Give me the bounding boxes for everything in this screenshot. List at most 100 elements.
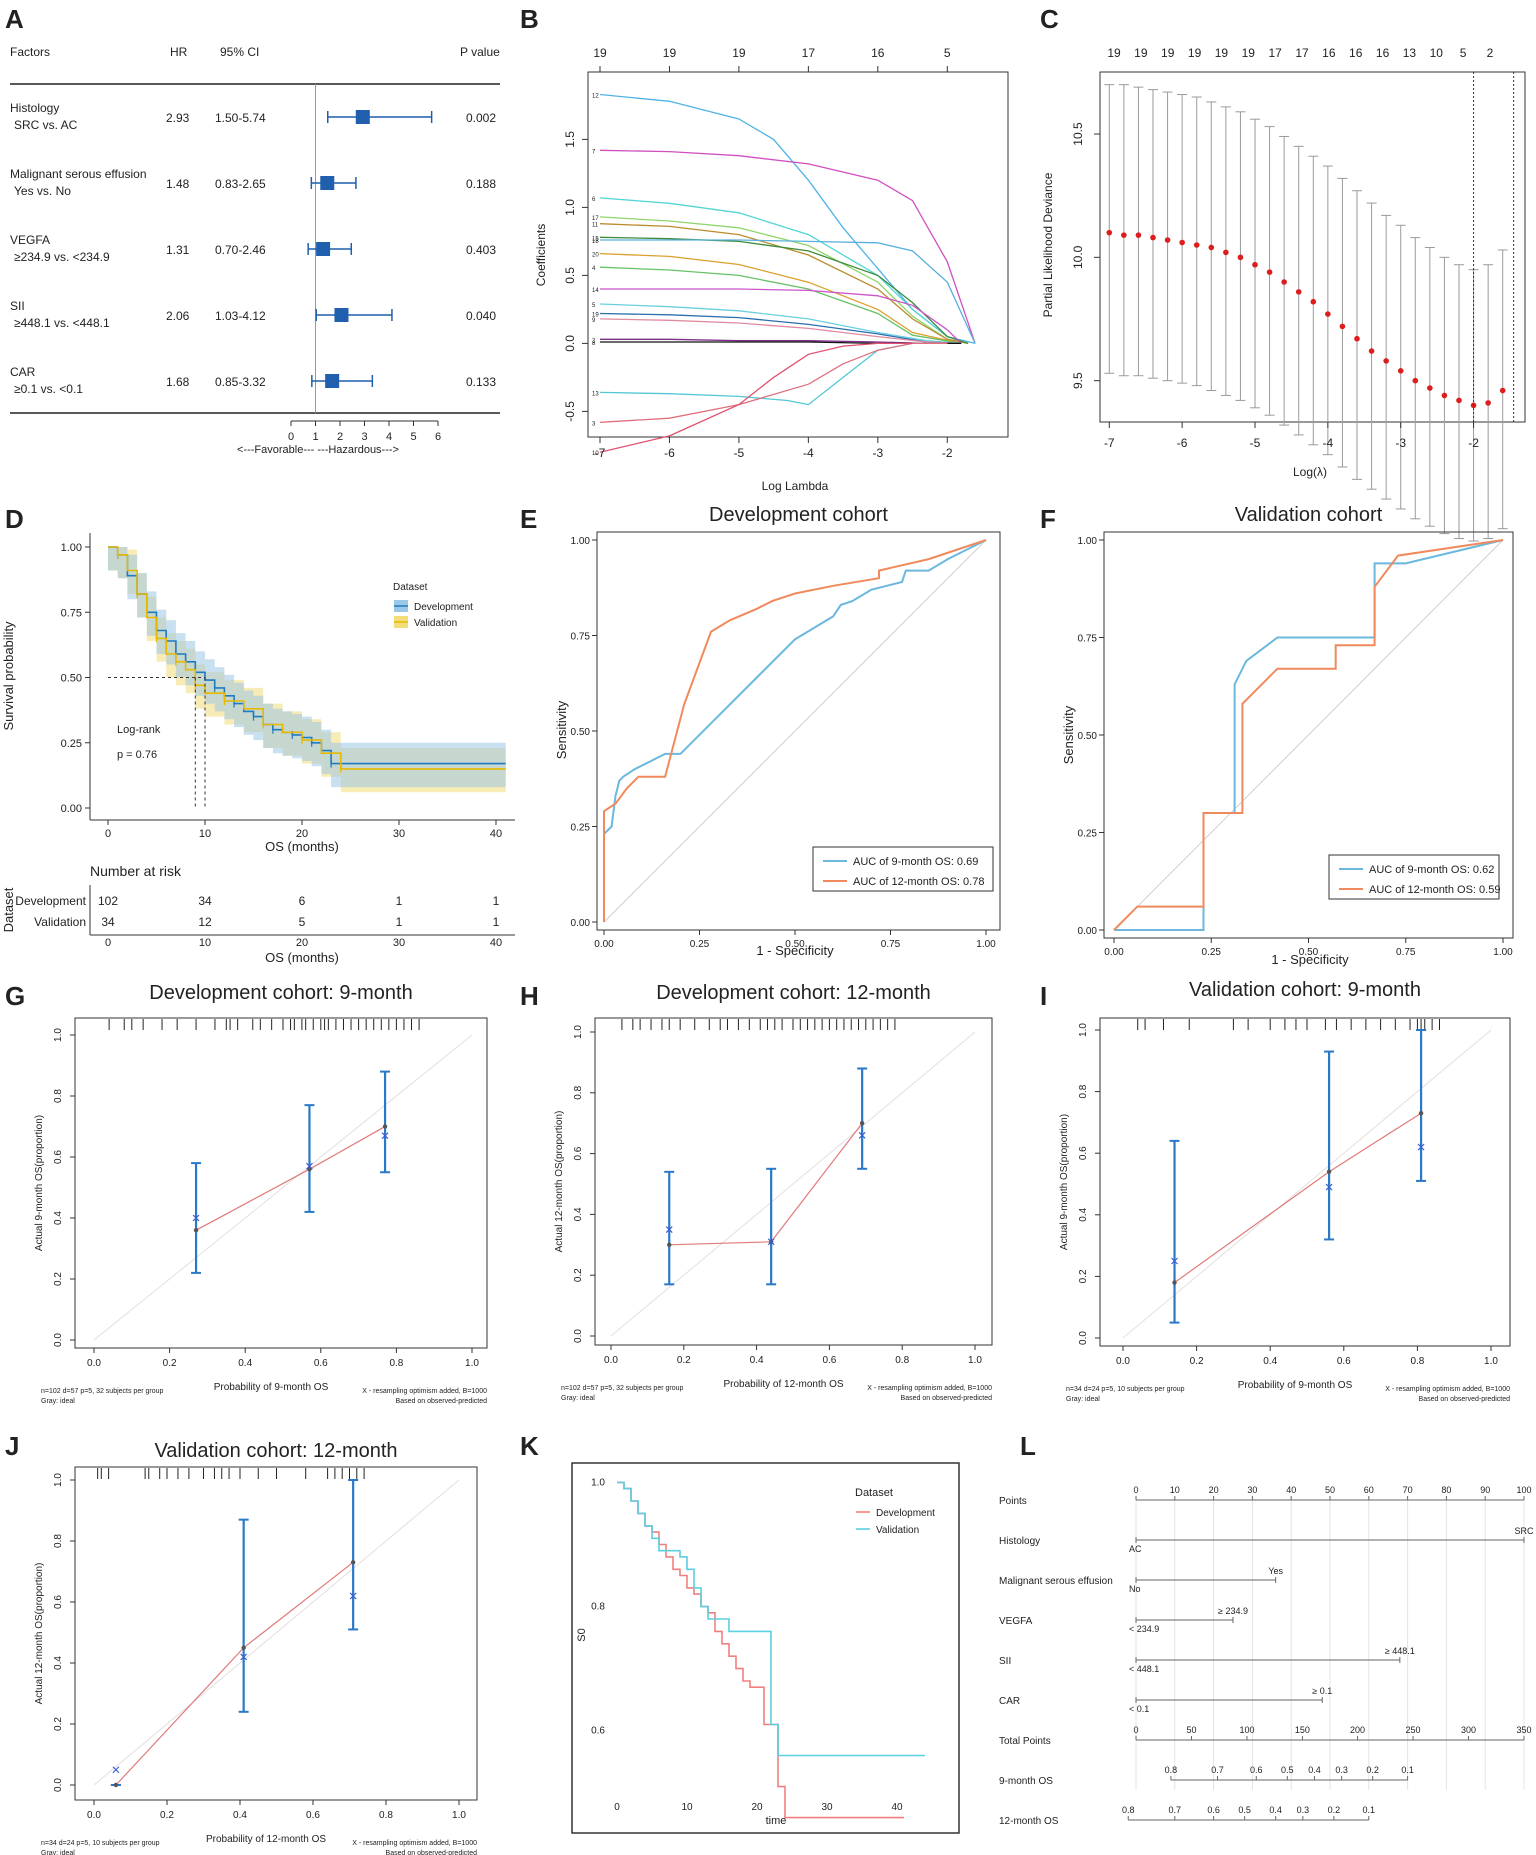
x-tick-label: 0.0 [1116,1356,1130,1367]
x-axis-label: Log Lambda [762,479,829,493]
nomogram-tick-label: 0.8 [1122,1805,1135,1815]
nomogram-tick-label: 60 [1364,1485,1374,1495]
y-tick-label: 0.2 [1078,1269,1089,1283]
factor-name: Histology [10,101,59,115]
deviance-point [1412,377,1419,384]
forest-plot: Factors HR 95% CI P value Histology SRC vs. A… [10,45,500,456]
deviance-point [1325,311,1331,317]
x-tick-label: 20 [751,1802,763,1813]
x-tick-label: 0.00 [594,939,614,950]
x-tick-label: -3 [1395,436,1406,450]
hr-value: 2.93 [166,111,190,125]
x-tick-label: 0.6 [306,1810,320,1821]
top-tick-label: 19 [1242,46,1256,60]
nomogram-level-label: Yes [1268,1566,1283,1576]
series-label: 19 [592,312,599,318]
ideal-line [1122,1029,1492,1339]
factor-comparison: SRC vs. AC [14,118,78,132]
y-tick-label: 0.6 [573,1146,584,1160]
bias-corrected-x [858,1131,866,1139]
x-tick-label: 0.8 [1410,1356,1424,1367]
group-point [193,1228,199,1233]
panel-label-a: A [5,4,24,34]
x-tick-label: 0.4 [750,1355,764,1366]
x-tick-label: 20 [296,937,308,949]
y-axis-label: Coefficients [534,224,548,286]
nomogram-tick-label: 250 [1406,1725,1421,1735]
series-line [599,266,962,345]
footnote-right: X - resampling optimism added, B=1000 [1385,1386,1510,1393]
series-label: 12 [592,94,599,100]
y-axis-label: Actual 12-month OS(proportion) [34,1563,45,1705]
panel-label-h: H [520,981,539,1011]
x-tick-label: -4 [1323,436,1334,450]
x-tick-label: 0.0 [87,1358,101,1369]
hr-marker [334,308,349,322]
group-point [113,1782,119,1788]
x-axis-label: OS (months) [265,839,339,854]
y-tick-label: 0.8 [1078,1084,1089,1098]
ideal-line [610,1031,976,1337]
y-tick-label: 0.75 [61,607,82,619]
series-label: 20 [592,253,599,259]
nomogram-level-label: < 448.1 [1129,1664,1159,1674]
nomogram-tick-label: 80 [1441,1485,1451,1495]
x-tick-label: -7 [595,446,606,460]
x-tick-label: 0.0 [604,1355,618,1366]
nomogram-tick-label: 20 [1209,1485,1219,1495]
y-axis-label: Actual 9-month OS(proportion) [1059,1114,1070,1250]
footnote-left: n=34 d=24 p=5, 10 subjects per group [41,1840,160,1847]
factor-comparison: ≥234.9 vs. <234.9 [14,250,110,264]
nomogram-tick-label: 0.7 [1169,1805,1182,1815]
risk-count: 12 [198,915,212,929]
risk-y-label: Dataset [1,887,16,932]
series-line [599,318,962,345]
nomogram-tick-label: 100 [1239,1725,1254,1735]
deviance-point [1150,234,1156,241]
diagonal-reference [603,539,987,923]
group-point [667,1242,672,1248]
nomogram-tick-label: 0.1 [1363,1805,1376,1815]
panel-label-c: C [1040,4,1059,34]
bias-corrected-x [1325,1183,1333,1191]
footnote-left: Gray: ideal [1066,1396,1100,1403]
nomogram-tick-label: 50 [1186,1725,1196,1735]
nomogram-tick-label: 0.1 [1401,1765,1414,1775]
group-point [859,1121,865,1126]
x-tick-label: 0.2 [160,1810,174,1821]
bias-corrected-x [349,1592,357,1600]
p-value: 0.133 [466,375,496,389]
x-tick-label: 10 [681,1802,693,1813]
top-tick-label: 16 [1376,46,1390,60]
x-tick-label: -2 [942,446,953,460]
logrank-label: Log-rank [117,724,161,736]
x-tick-label: 30 [393,828,405,840]
top-tick-label: 16 [1349,46,1363,60]
group-point [241,1645,246,1650]
y-tick-label: 10.5 [1071,122,1085,146]
y-tick-label: 0.5 [563,267,577,284]
x-tick-label: 0.50 [785,939,805,950]
x-tick-label: -7 [1104,436,1115,450]
y-axis-label: Partial Likelihood Deviance [1041,172,1055,317]
y-tick-label: 0.75 [571,632,591,643]
series-line [599,303,962,345]
y-tick-label: 0.2 [53,1717,64,1731]
bias-corrected-x [1171,1257,1178,1265]
top-tick-label: 19 [593,46,607,60]
header-p-value: P value [460,45,500,59]
nomogram-tick-label: 0.3 [1297,1805,1310,1815]
nomogram-tick-label: 0.7 [1211,1765,1224,1775]
ci-value: 0.83-2.65 [215,177,266,191]
y-tick-label: 0.25 [571,823,591,834]
footnote-right: Based on observed-predicted [386,1850,478,1855]
factor-comparison: Yes vs. No [14,184,71,198]
footnote-right: Based on observed-predicted [1419,1396,1511,1403]
x-tick-label: 0.25 [690,939,710,950]
x-tick-label: 1.00 [1493,947,1513,958]
hr-marker [316,242,331,256]
nomogram-tick-label: 30 [1247,1485,1257,1495]
risk-count: 1 [396,915,403,929]
